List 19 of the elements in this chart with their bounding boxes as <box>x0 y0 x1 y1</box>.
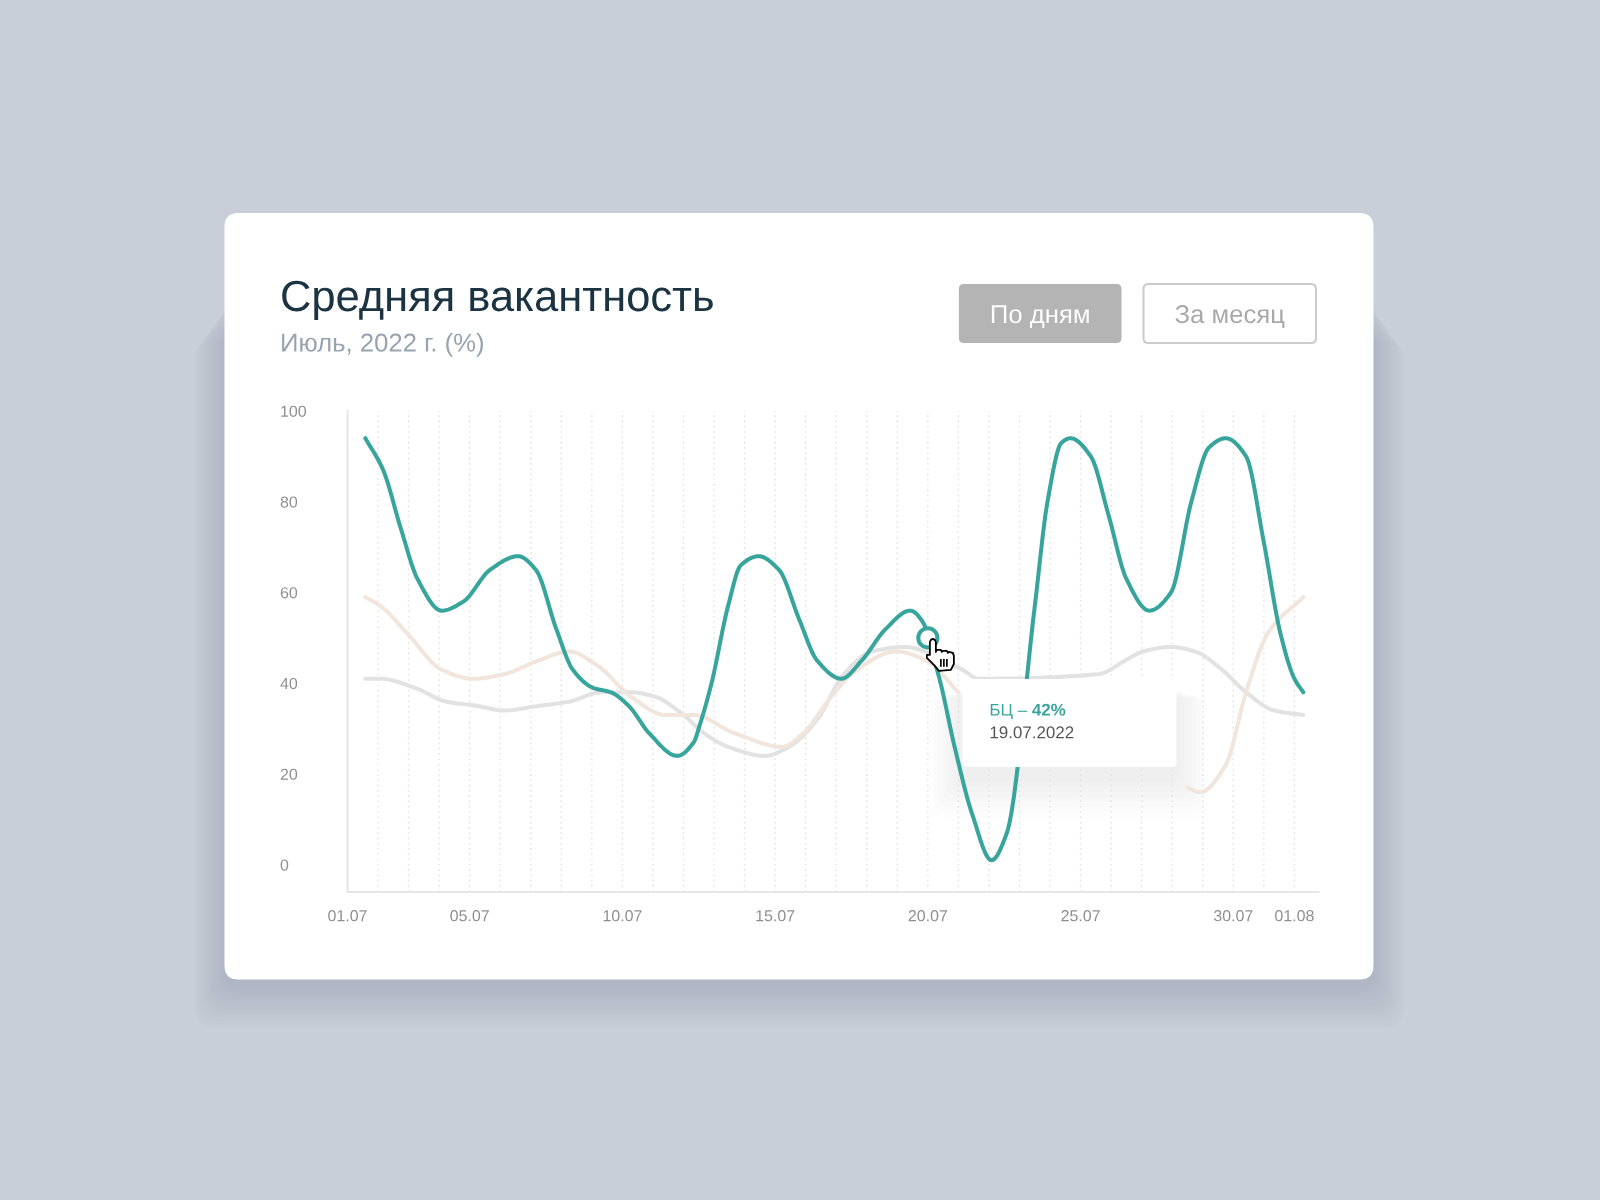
annotation: БЦ – 42% 19.07.2022 <box>990 703 1074 739</box>
chart-title: Средняя вакантность <box>282 280 713 321</box>
y-tick-label: 60 <box>280 587 298 599</box>
x-tick-label: 10.07 <box>603 910 642 922</box>
chart-subtitle: Июль, 2022 г. (%) <box>282 332 483 357</box>
x-tick-label: 25.07 <box>1061 910 1100 922</box>
y-tick-label: 40 <box>280 677 298 690</box>
text: За месяц <box>1175 305 1285 329</box>
y-tick-label: 0 <box>280 859 289 871</box>
y-tick-label: 20 <box>280 768 298 780</box>
x-tick-label: 01.07 <box>328 910 367 922</box>
x-tick-label: 05.07 <box>450 910 489 922</box>
y-tick-label: 100 <box>281 405 307 417</box>
x-tick-label: 15.07 <box>756 910 795 922</box>
x-tick-label: 30.07 <box>1213 910 1253 922</box>
x-tick-label: 20.07 <box>908 910 948 922</box>
x-tick-label: 01.08 <box>1275 910 1314 922</box>
text: По дням <box>991 305 1089 329</box>
y-tick-label: 80 <box>280 496 298 508</box>
